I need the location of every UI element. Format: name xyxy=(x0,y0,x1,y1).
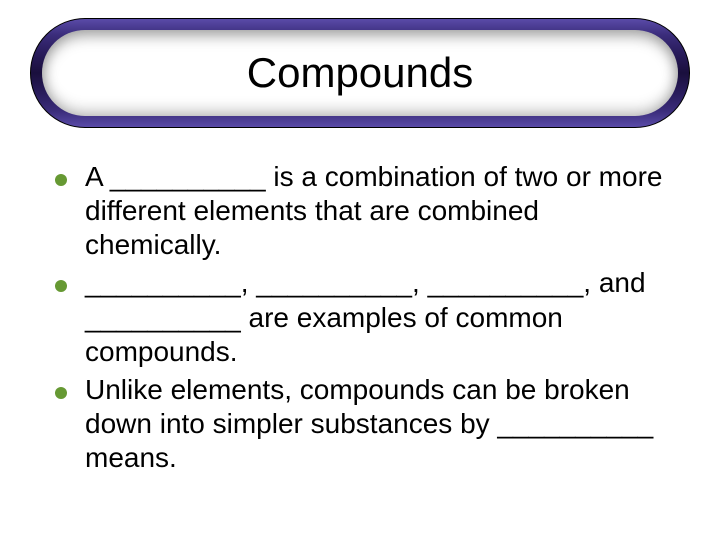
list-item: Unlike elements, compounds can be broken… xyxy=(55,373,675,475)
list-item: __________, __________, __________, and … xyxy=(55,266,675,368)
bullet-list: A __________ is a combination of two or … xyxy=(55,160,675,479)
bullet-icon xyxy=(55,174,67,186)
title-banner: Compounds xyxy=(30,18,690,128)
slide-title: Compounds xyxy=(247,49,473,97)
bullet-text: A __________ is a combination of two or … xyxy=(85,160,675,262)
bullet-text: __________, __________, __________, and … xyxy=(85,266,675,368)
bullet-icon xyxy=(55,387,67,399)
bullet-text: Unlike elements, compounds can be broken… xyxy=(85,373,675,475)
list-item: A __________ is a combination of two or … xyxy=(55,160,675,262)
bullet-icon xyxy=(55,280,67,292)
title-inner: Compounds xyxy=(42,30,678,116)
